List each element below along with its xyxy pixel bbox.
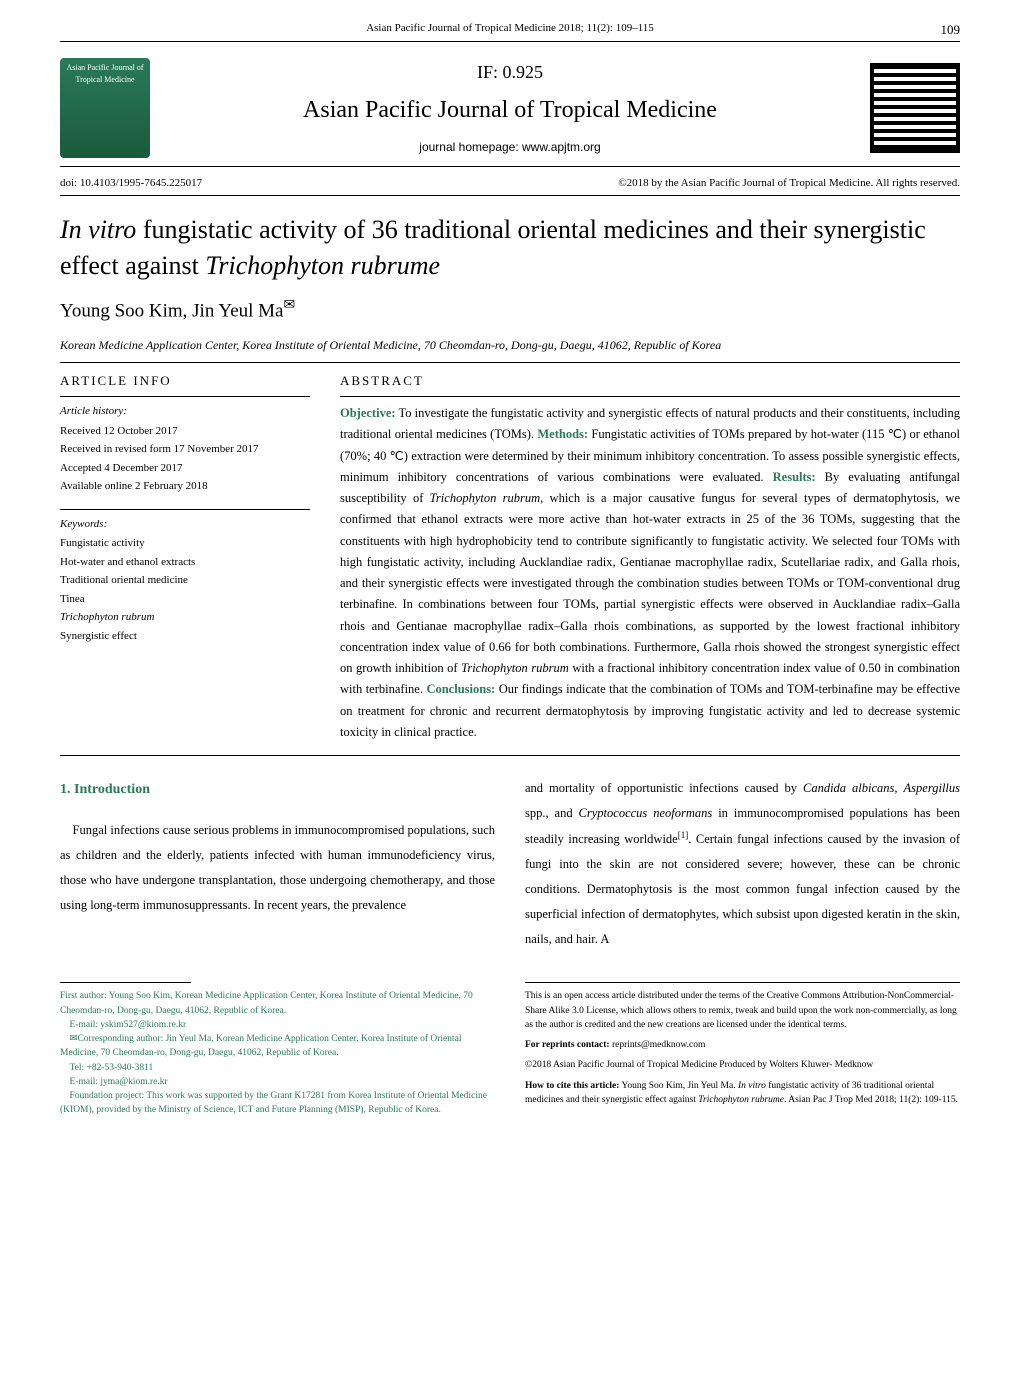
history-line: Accepted 4 December 2017 [60, 460, 310, 477]
title-species: Trichophyton rubrume [205, 251, 440, 280]
intro-paragraph-2: and mortality of opportunistic infection… [525, 776, 960, 952]
results-label: Results: [773, 470, 816, 484]
reprints-label: For reprints contact: [525, 1040, 610, 1050]
keyword: Fungistatic activity [60, 535, 310, 552]
page-number: 109 [941, 20, 961, 40]
cite-text-1: Young Soo Kim, Jin Yeul Ma. [619, 1081, 738, 1091]
footnote-line: Tel: +82-53-940-3811 [60, 1061, 495, 1075]
keyword: Hot-water and ethanol extracts [60, 554, 310, 571]
affiliation: Korean Medicine Application Center, Kore… [60, 336, 960, 363]
cite-italic: In vitro [738, 1081, 766, 1091]
results-species-1: Trichophyton rubrum [430, 491, 540, 505]
column-right: and mortality of opportunistic infection… [525, 776, 960, 952]
footnote-left: First author: Young Soo Kim, Korean Medi… [60, 982, 495, 1117]
intro-species-3: Cryptococcus neoformans [579, 806, 713, 820]
abstract-content: Objective: To investigate the fungistati… [340, 396, 960, 743]
footnote-right: This is an open access article distribut… [525, 982, 960, 1117]
intro-col2-p2: , [894, 781, 903, 795]
cite-label: How to cite this article: [525, 1081, 619, 1091]
history-heading: Article history: [60, 403, 310, 420]
article-info-label: ARTICLE INFO [60, 371, 310, 391]
keyword: Trichophyton rubrum [60, 609, 310, 626]
intro-species-2: Aspergillus [904, 781, 960, 795]
results-text-2: , which is a major causative fungus for … [340, 491, 960, 675]
running-head: Asian Pacific Journal of Tropical Medici… [60, 20, 960, 42]
qr-code-icon [870, 63, 960, 153]
footnote-line: ✉Corresponding author: Jin Yeul Ma, Kore… [60, 1032, 495, 1061]
main-body: 1. Introduction Fungal infections cause … [60, 776, 960, 952]
intro-species-1: Candida albicans [803, 781, 894, 795]
footnote-line: Foundation project: This work was suppor… [60, 1089, 495, 1118]
keywords-heading: Keywords: [60, 516, 310, 533]
footnote-rule [60, 982, 191, 983]
footnote-line: E-mail: yskim527@kiom.re.kr [60, 1018, 495, 1032]
intro-heading: 1. Introduction [60, 776, 495, 804]
license-text: This is an open access article distribut… [525, 989, 960, 1032]
cite-species: Trichophyton rubrume [698, 1095, 784, 1105]
intro-col2-p1: and mortality of opportunistic infection… [525, 781, 803, 795]
authors: Young Soo Kim, Jin Yeul Ma✉ [60, 295, 960, 326]
history-line: Available online 2 February 2018 [60, 478, 310, 495]
title-prefix: In vitro [60, 215, 136, 244]
journal-logo-icon: Asian Pacific Journal of Tropical Medici… [60, 58, 150, 158]
copyright-text: ©2018 by the Asian Pacific Journal of Tr… [618, 175, 960, 192]
keyword: Synergistic effect [60, 628, 310, 645]
reprints-line: For reprints contact: reprints@medknow.c… [525, 1038, 960, 1052]
journal-center: IF: 0.925 Asian Pacific Journal of Tropi… [150, 59, 870, 156]
keywords-block: Keywords: Fungistatic activity Hot-water… [60, 509, 310, 645]
intro-col2-p5: . Certain fungal infections caused by th… [525, 832, 960, 946]
article-history-block: Article history: Received 12 October 201… [60, 396, 310, 495]
results-species-2: Trichophyton rubrum [461, 661, 569, 675]
footnote-line: E-mail: jyma@kiom.re.kr [60, 1075, 495, 1089]
title-rest: fungistatic activity of 36 traditional o… [60, 215, 926, 280]
abstract-label: ABSTRACT [340, 371, 960, 391]
citation-line: How to cite this article: Young Soo Kim,… [525, 1079, 960, 1108]
intro-ref: [1] [678, 830, 689, 840]
keyword: Traditional oriental medicine [60, 572, 310, 589]
keyword: Tinea [60, 591, 310, 608]
doi-text: doi: 10.4103/1995-7645.225017 [60, 175, 202, 192]
intro-col1-text: Fungal infections cause serious problems… [60, 823, 495, 912]
producer-line: ©2018 Asian Pacific Journal of Tropical … [525, 1058, 960, 1072]
conclusions-label: Conclusions: [426, 682, 495, 696]
column-left: 1. Introduction Fungal infections cause … [60, 776, 495, 952]
objective-label: Objective: [340, 406, 396, 420]
reprints-email: reprints@medknow.com [610, 1040, 706, 1050]
intro-paragraph-1: Fungal infections cause serious problems… [60, 818, 495, 918]
article-title: In vitro fungistatic activity of 36 trad… [60, 212, 960, 285]
abstract-column: ABSTRACT Objective: To investigate the f… [340, 371, 960, 744]
journal-title: Asian Pacific Journal of Tropical Medici… [150, 92, 870, 128]
envelope-icon: ✉ [284, 298, 296, 313]
history-line: Received in revised form 17 November 201… [60, 441, 310, 458]
footnote-rule [525, 982, 960, 983]
author-names: Young Soo Kim, Jin Yeul Ma [60, 300, 284, 321]
impact-factor: IF: 0.925 [150, 59, 870, 86]
info-abstract-row: ARTICLE INFO Article history: Received 1… [60, 371, 960, 757]
journal-homepage: journal homepage: www.apjtm.org [150, 138, 870, 156]
running-head-text: Asian Pacific Journal of Tropical Medici… [366, 22, 654, 34]
intro-col2-p3: spp., and [525, 806, 579, 820]
footnote-row: First author: Young Soo Kim, Korean Medi… [60, 972, 960, 1117]
cite-text-3: . Asian Pac J Trop Med 2018; 11(2): 109-… [784, 1095, 958, 1105]
history-line: Received 12 October 2017 [60, 423, 310, 440]
methods-label: Methods: [537, 427, 588, 441]
footnote-line: First author: Young Soo Kim, Korean Medi… [60, 989, 495, 1018]
journal-banner: Asian Pacific Journal of Tropical Medici… [60, 50, 960, 167]
doi-row: doi: 10.4103/1995-7645.225017 ©2018 by t… [60, 175, 960, 197]
article-info-column: ARTICLE INFO Article history: Received 1… [60, 371, 310, 744]
